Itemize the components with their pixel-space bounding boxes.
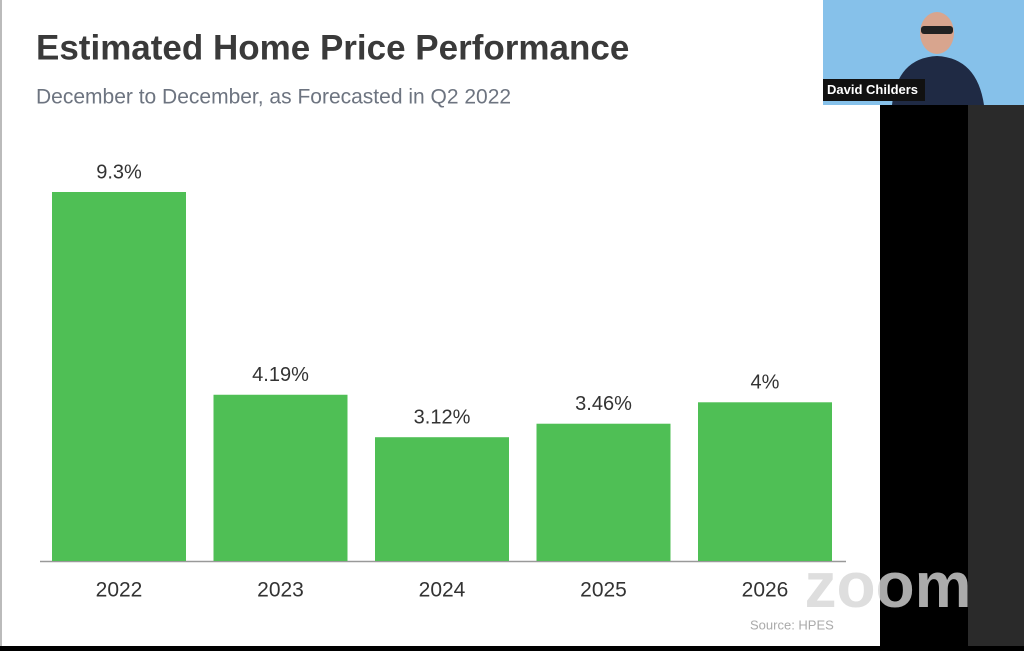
zoom-watermark: zoom <box>804 549 971 621</box>
bar <box>536 423 671 561</box>
value-label: 3.46% <box>575 393 632 415</box>
value-label: 4.19% <box>252 364 309 386</box>
bar <box>52 192 186 561</box>
source-note: Source: HPES <box>750 617 834 632</box>
x-tick-label: 2023 <box>257 579 304 602</box>
bar <box>375 437 509 561</box>
slide-border <box>0 0 2 646</box>
chart-title: Estimated Home Price Performance <box>36 28 629 67</box>
person-glasses <box>921 26 953 34</box>
value-label: 9.3% <box>96 161 142 183</box>
name-tag <box>823 79 925 101</box>
side-strip <box>968 105 1024 646</box>
x-tick-label: 2025 <box>580 579 627 602</box>
value-label: 3.12% <box>414 406 471 428</box>
chart: Estimated Home Price Performance Decembe… <box>36 28 846 632</box>
x-tick-label: 2026 <box>742 579 789 602</box>
x-tick-label: 2024 <box>419 579 466 602</box>
value-label: 4% <box>751 372 780 394</box>
chart-subtitle: December to December, as Forecasted in Q… <box>36 86 511 109</box>
participant-video: David Childers <box>823 0 1024 105</box>
participant-name: David Childers <box>827 82 918 97</box>
bar <box>213 394 348 561</box>
bar <box>698 402 832 561</box>
x-tick-label: 2022 <box>96 579 143 602</box>
